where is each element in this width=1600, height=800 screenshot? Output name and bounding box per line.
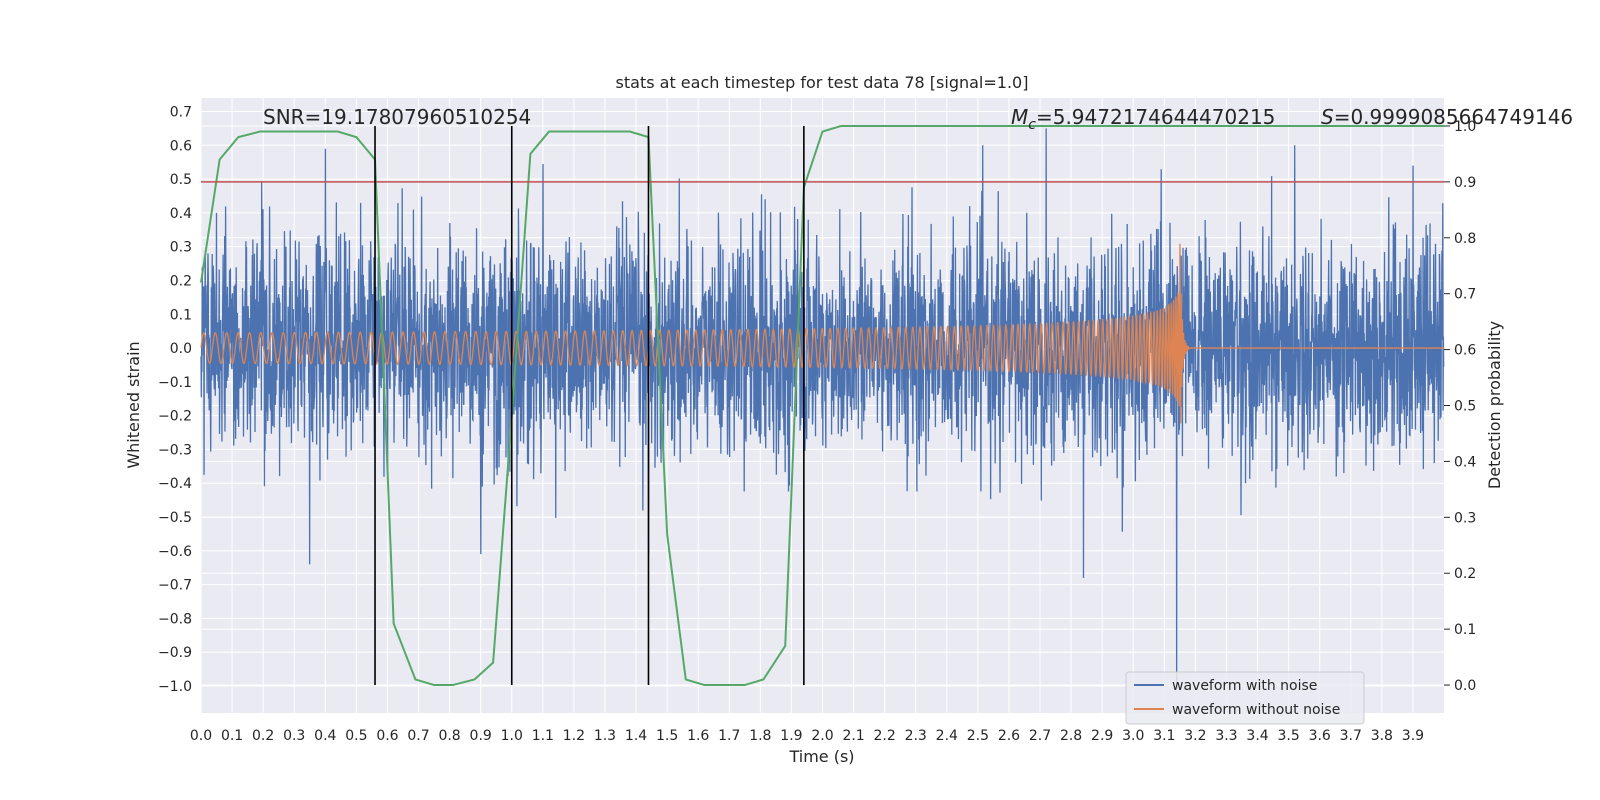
legend-box xyxy=(1125,671,1365,725)
y-left-tick-label-10: 0.0 xyxy=(170,341,192,357)
y-right-tick-label-1: 0.1 xyxy=(1454,622,1476,638)
x-tick-label-32: 3.2 xyxy=(1184,728,1206,744)
chirp-mass-annotation: Mc=5.9472174644470215 xyxy=(1011,105,1275,133)
y-right-tick-label-2: 0.2 xyxy=(1454,566,1476,582)
x-tick-label-20: 2.0 xyxy=(811,728,833,744)
y-left-tick-label-9: −0.1 xyxy=(158,375,192,391)
x-tick-label-3: 0.3 xyxy=(283,728,305,744)
y-left-tick-label-13: 0.3 xyxy=(170,240,192,256)
x-tick-label-24: 2.4 xyxy=(936,728,958,744)
x-tick-label-28: 2.8 xyxy=(1060,728,1082,744)
x-tick-label-14: 1.4 xyxy=(625,728,647,744)
y-left-axis-ticks: −1.0 −0.9 −0.8 −0.7 −0.6 −0.5 −0.4 −0.3 −0.2 −0.1… xyxy=(158,105,192,695)
x-tick-label-23: 2.3 xyxy=(905,728,927,744)
x-tick-label-18: 1.8 xyxy=(749,728,771,744)
y-left-tick-label-7: −0.3 xyxy=(158,442,192,458)
snr-annotation: SNR=19.17807960510254 xyxy=(263,105,531,129)
x-tick-label-21: 2.1 xyxy=(842,728,864,744)
y-right-tick-label-10: 1.0 xyxy=(1454,119,1476,135)
x-tick-label-15: 1.5 xyxy=(656,728,678,744)
x-tick-label-13: 1.3 xyxy=(594,728,616,744)
y-left-tick-label-14: 0.4 xyxy=(170,206,192,222)
y-right-tick-label-5: 0.5 xyxy=(1454,399,1476,415)
x-tick-label-17: 1.7 xyxy=(718,728,740,744)
y-left-tick-label-17: 0.7 xyxy=(170,105,192,121)
x-tick-label-5: 0.5 xyxy=(345,728,367,744)
x-tick-label-25: 2.5 xyxy=(967,728,989,744)
x-tick-label-6: 0.6 xyxy=(376,728,398,744)
y-left-tick-label-12: 0.2 xyxy=(170,273,192,289)
y-right-tick-label-8: 0.8 xyxy=(1454,231,1476,247)
line-waveform-with-noise xyxy=(200,128,1445,690)
x-tick-label-29: 2.9 xyxy=(1091,728,1113,744)
mc-subscript: c xyxy=(1028,117,1036,133)
y-right-tick-label-6: 0.6 xyxy=(1454,343,1476,359)
score-annotation: S=0.9999085664749146 xyxy=(1321,105,1573,129)
y-right-tick-label-0: 0.0 xyxy=(1454,678,1476,694)
x-tick-label-7: 0.7 xyxy=(407,728,429,744)
x-tick-label-33: 3.3 xyxy=(1215,728,1237,744)
x-tick-label-16: 1.6 xyxy=(687,728,709,744)
legend: waveform with noise waveform without noi… xyxy=(1125,671,1365,725)
x-tick-label-26: 2.6 xyxy=(998,728,1020,744)
x-tick-label-11: 1.1 xyxy=(532,728,554,744)
legend-label-clean: waveform without noise xyxy=(1172,702,1340,718)
y-left-tick-label-11: 0.1 xyxy=(170,307,192,323)
x-tick-label-30: 3.0 xyxy=(1122,728,1144,744)
y-right-tick-label-9: 0.9 xyxy=(1454,175,1476,191)
y-left-tick-label-6: −0.4 xyxy=(158,476,192,492)
mc-symbol: M xyxy=(1011,105,1028,129)
mc-value: =5.9472174644470215 xyxy=(1036,105,1275,129)
x-axis-label: Time (s) xyxy=(788,747,854,766)
y-right-tick-label-4: 0.4 xyxy=(1454,454,1476,470)
x-tick-label-35: 3.5 xyxy=(1277,728,1299,744)
chart-title: stats at each timestep for test data 78 … xyxy=(616,73,1029,92)
x-tick-label-8: 0.8 xyxy=(438,728,460,744)
series-waveform-with-noise xyxy=(200,128,1445,690)
s-value: =0.9999085664749146 xyxy=(1334,105,1573,129)
s-symbol: S xyxy=(1321,105,1334,129)
series-detection-probability xyxy=(200,124,1444,687)
x-tick-label-9: 0.9 xyxy=(470,728,492,744)
x-tick-label-10: 1.0 xyxy=(501,728,523,744)
x-tick-label-12: 1.2 xyxy=(563,728,585,744)
line-detection-probability xyxy=(200,124,1444,687)
y-left-tick-label-2: −0.8 xyxy=(158,611,192,627)
x-tick-label-36: 3.6 xyxy=(1309,728,1331,744)
x-tick-label-22: 2.2 xyxy=(874,728,896,744)
legend-label-noise: waveform with noise xyxy=(1172,678,1317,694)
series-waveform-without-noise xyxy=(200,243,1444,424)
y-left-axis-label: Whitened strain xyxy=(124,341,143,468)
x-axis-ticks: 0.0 0.1 0.2 0.3 0.4 0.5 0.6 0.7 0.8 0.9 1.0 1.1 1.2 1… xyxy=(190,728,1424,744)
line-waveform-without-noise xyxy=(200,243,1444,424)
x-tick-label-31: 3.1 xyxy=(1153,728,1175,744)
x-tick-label-1: 0.1 xyxy=(221,728,243,744)
x-tick-label-19: 1.9 xyxy=(780,728,802,744)
y-left-tick-label-1: −0.9 xyxy=(158,645,192,661)
x-tick-label-2: 0.2 xyxy=(252,728,274,744)
y-left-tick-label-15: 0.5 xyxy=(170,172,192,188)
x-tick-label-34: 3.4 xyxy=(1246,728,1268,744)
y-right-axis-ticks: 0.0 0.1 0.2 0.3 0.4 0.5 0.6 0.7 0.8 0.9 1.0 xyxy=(1444,119,1476,694)
vertical-markers xyxy=(374,125,805,686)
y-left-tick-label-16: 0.6 xyxy=(170,138,192,154)
x-tick-label-38: 3.8 xyxy=(1371,728,1393,744)
y-right-tick-label-7: 0.7 xyxy=(1454,287,1476,303)
y-left-tick-label-0: −1.0 xyxy=(158,679,192,695)
y-right-axis-label: Detection probability xyxy=(1485,321,1504,489)
y-left-tick-label-3: −0.7 xyxy=(158,578,192,594)
x-tick-label-4: 0.4 xyxy=(314,728,336,744)
y-left-tick-label-4: −0.6 xyxy=(158,544,192,560)
y-right-tick-label-3: 0.3 xyxy=(1454,510,1476,526)
y-left-tick-label-8: −0.2 xyxy=(158,409,192,425)
x-tick-label-37: 3.7 xyxy=(1340,728,1362,744)
x-tick-label-0: 0.0 xyxy=(190,728,212,744)
y-left-tick-label-5: −0.5 xyxy=(158,510,192,526)
x-tick-label-27: 2.7 xyxy=(1029,728,1051,744)
x-tick-label-39: 3.9 xyxy=(1402,728,1424,744)
